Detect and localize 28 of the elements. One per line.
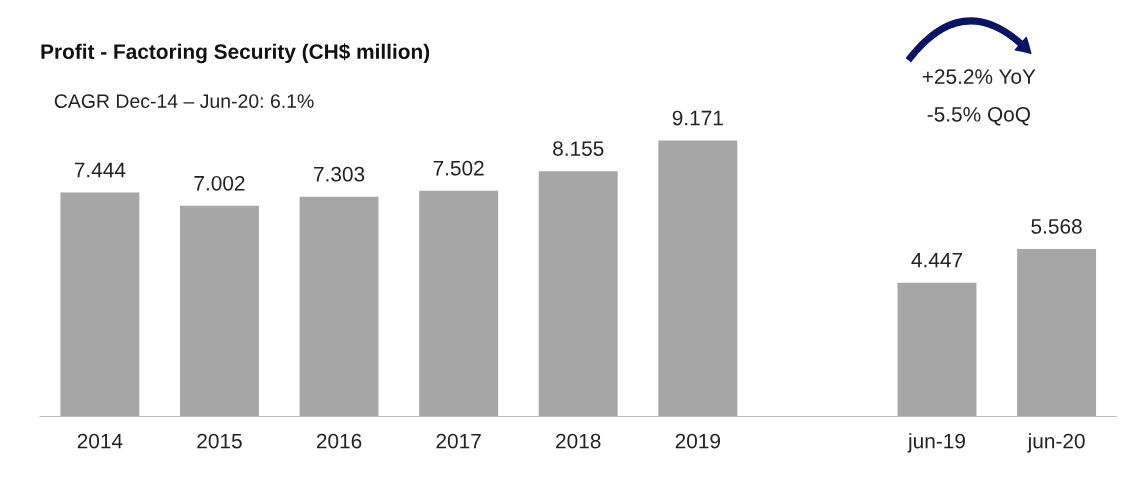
data-label: 8.155	[553, 141, 604, 156]
data-label: 9.171	[672, 110, 723, 126]
data-label: 7.303	[314, 166, 365, 182]
bar	[658, 140, 738, 417]
data-label: 7.002	[194, 175, 245, 191]
bar	[1017, 249, 1097, 417]
data-label: 7.444	[74, 162, 126, 178]
x-tick-label: 2014	[77, 433, 123, 449]
bar	[538, 171, 618, 417]
bar	[419, 190, 499, 417]
text: CAGR Dec-14 – Jun-20: 6.1%	[54, 94, 314, 108]
data-label: 5.568	[1031, 219, 1082, 234]
x-tick-label: jun-19	[907, 433, 965, 453]
chart-title: Profit - Factoring Security (CH$ million)	[41, 43, 430, 64]
data-label: 7.502	[433, 160, 484, 176]
x-tick-label: 2016	[316, 433, 362, 449]
x-tick-label: jun-20	[1027, 433, 1085, 453]
data-label: 4.447	[911, 252, 963, 268]
text: +25.2% YoY	[922, 69, 1036, 84]
bar	[299, 196, 379, 417]
x-tick-label: 2019	[675, 433, 720, 449]
bar	[60, 192, 140, 417]
text: -5.5% QoQ	[927, 106, 1030, 126]
bar	[179, 205, 259, 417]
x-tick-label: 2015	[197, 433, 242, 449]
x-tick-label: 2017	[436, 433, 481, 449]
x-tick-label: 2018	[556, 433, 601, 449]
bar	[897, 282, 977, 417]
